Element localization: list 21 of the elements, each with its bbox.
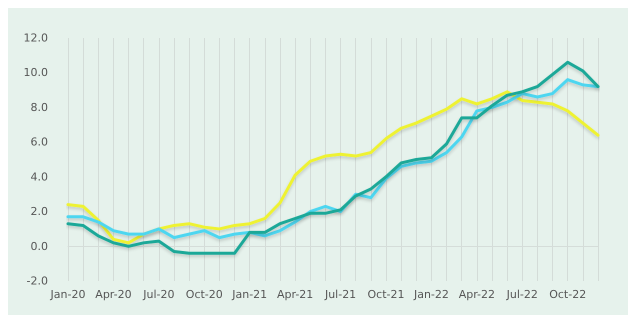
- y-tick-label: 10.0: [24, 66, 48, 80]
- x-tick-label: Apr-21: [276, 288, 314, 301]
- line-series: [66, 60, 600, 255]
- x-tick-label: Oct-21: [368, 288, 404, 301]
- x-tick-label: Oct-20: [186, 288, 223, 301]
- x-tick-label: Jan-22: [412, 288, 449, 301]
- x-tick-label: Oct-22: [549, 288, 586, 301]
- y-tick-label: 8.0: [30, 100, 48, 114]
- y-tick-label: 12.0: [24, 32, 48, 44]
- y-tick-label: -2.0: [26, 274, 48, 288]
- x-tick-label: Jul-22: [506, 288, 538, 301]
- x-tick-label: Apr-20: [95, 288, 132, 301]
- y-tick-label: 2.0: [30, 205, 48, 218]
- x-tick-label: Jul-20: [142, 288, 174, 301]
- x-tick-label: Jan-21: [231, 288, 268, 301]
- y-tick-label: 4.0: [30, 170, 48, 184]
- x-tick-label: Apr-22: [458, 288, 496, 301]
- x-tick-label: Jul-21: [324, 288, 356, 301]
- x-tick-label: Jan-20: [50, 288, 86, 301]
- y-tick-label: 0.0: [30, 240, 48, 253]
- y-tick-label: 6.0: [30, 136, 48, 149]
